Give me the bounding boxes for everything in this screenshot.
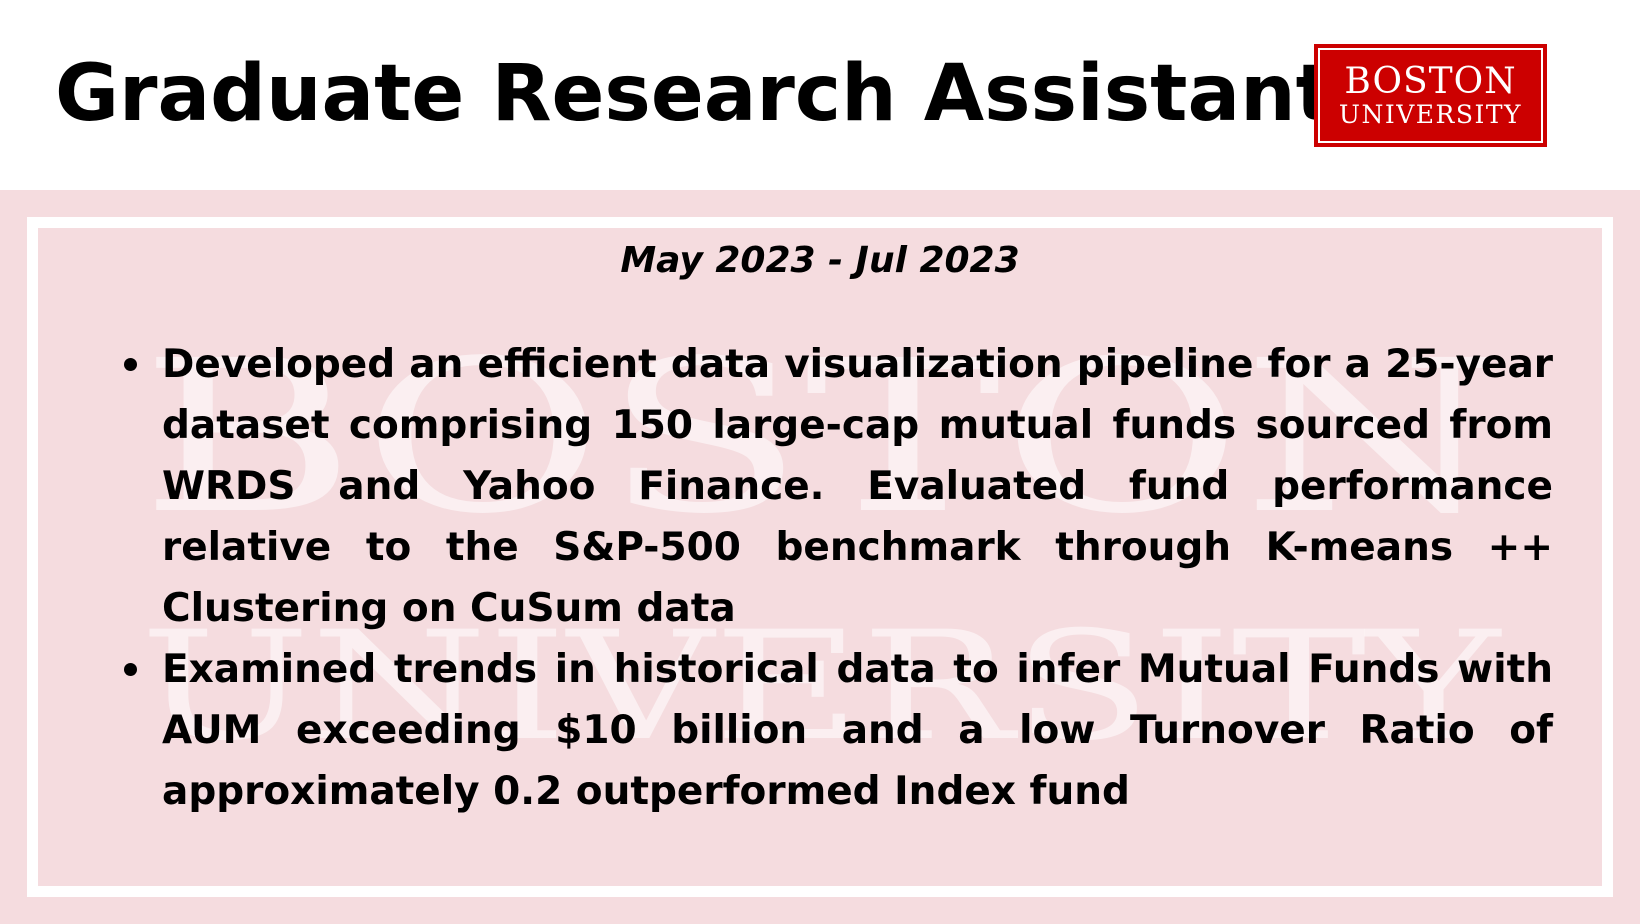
bullet-list: Developed an efficient data visualizatio…: [112, 334, 1553, 822]
bullet-item: Developed an efficient data visualizatio…: [112, 334, 1553, 639]
bullet-text: Developed an efficient data visualizatio…: [162, 342, 1553, 631]
bullet-dot-icon: [124, 663, 137, 676]
logo-line-2: UNIVERSITY: [1338, 99, 1523, 129]
date-range: May 2023 - Jul 2023: [620, 240, 1020, 281]
bullet-text: Examined trends in historical data to in…: [162, 647, 1553, 814]
logo-border: BOSTON UNIVERSITY: [1318, 48, 1543, 143]
bullet-dot-icon: [124, 358, 137, 371]
bullet-item: Examined trends in historical data to in…: [112, 639, 1553, 822]
header: Graduate Research Assistant BOSTON UNIVE…: [0, 0, 1640, 190]
logo-line-1: BOSTON: [1344, 60, 1517, 102]
boston-university-logo: BOSTON UNIVERSITY: [1314, 44, 1547, 147]
content-frame: [27, 217, 1613, 897]
content-band: BOSTON UNIVERSITY May 2023 - Jul 2023 De…: [0, 190, 1640, 924]
page-title: Graduate Research Assistant: [55, 49, 1333, 139]
